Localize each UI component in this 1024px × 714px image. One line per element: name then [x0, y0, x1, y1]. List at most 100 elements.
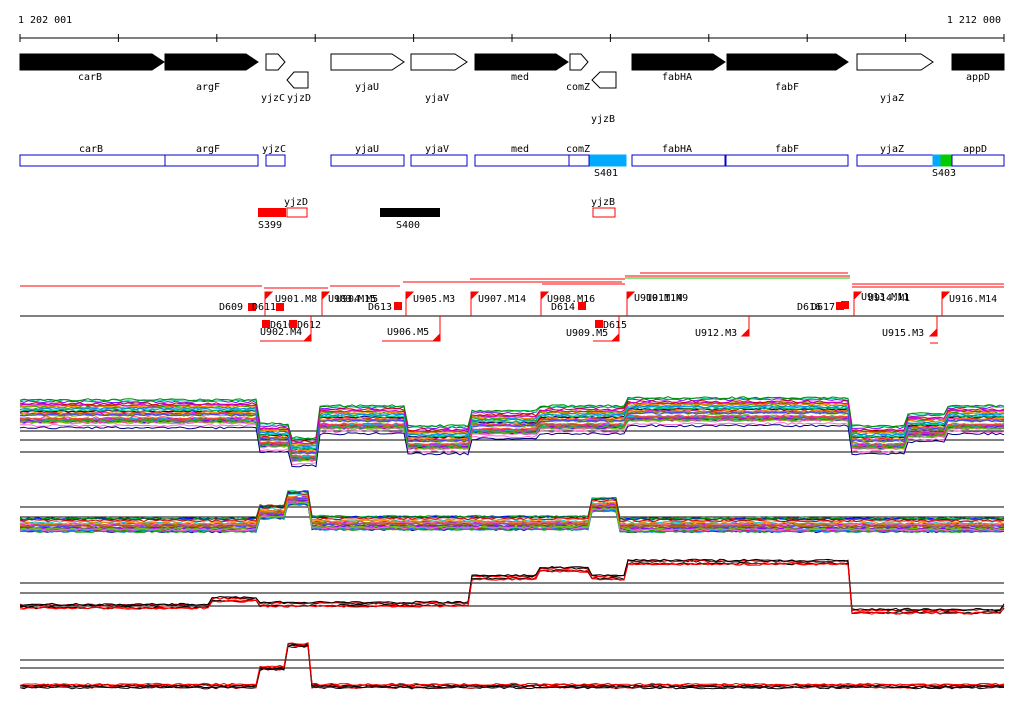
feature-D609-label: D609	[219, 302, 243, 313]
feature-U902-flag[interactable]	[260, 316, 312, 342]
cds-box-carB[interactable]	[19, 154, 166, 167]
segment-S399[interactable]	[258, 208, 286, 217]
feature-D611-mark[interactable]	[276, 303, 284, 311]
feature-D615-label: D615	[603, 320, 627, 331]
gene-med-arrow[interactable]	[474, 53, 569, 71]
feature-U912-label: U912.M3	[695, 328, 737, 339]
gene-appD-label: appD	[966, 72, 990, 83]
feature-U902-label: U902.M4	[260, 327, 302, 338]
feature-U905-flag[interactable]	[405, 291, 415, 316]
feature-U915-flag[interactable]	[928, 316, 938, 344]
minus-yjzD-label: yjzD	[284, 197, 308, 208]
cds-box-comZ[interactable]	[568, 154, 590, 167]
gene-yjzC-arrow[interactable]	[265, 53, 286, 71]
feature-U915-label: U915.M3	[882, 328, 924, 339]
minus-box-yjzB[interactable]	[592, 207, 616, 218]
feature-U913-flag[interactable]	[853, 291, 863, 316]
feature-U916-label: U916.M14	[949, 294, 997, 305]
sigma-mark-S403-b[interactable]	[940, 154, 953, 167]
segment-S400[interactable]	[380, 208, 440, 217]
gene-yjaU-arrow[interactable]	[330, 53, 405, 71]
gene-comZ-arrow[interactable]	[569, 53, 589, 71]
panel2-trace	[19, 494, 1005, 525]
gene-fabHA-label: fabHA	[662, 72, 692, 83]
feature-D612-mark[interactable]	[289, 320, 297, 328]
cds-box-yjzC[interactable]	[265, 154, 286, 167]
panel1-trace	[19, 414, 1005, 458]
sigma-mark-S403-a[interactable]	[932, 154, 942, 167]
panel3-trace	[19, 559, 1005, 612]
feature-U909-flag[interactable]	[593, 316, 620, 342]
feature-D610-mark[interactable]	[262, 320, 270, 328]
gene-fabHA-arrow[interactable]	[631, 53, 726, 71]
feature-U910-flag[interactable]	[626, 291, 636, 316]
panel2-trace	[19, 490, 1005, 521]
feature-U914-label: U914.M1	[868, 293, 910, 304]
cds-box-yjaZ[interactable]	[856, 154, 934, 167]
cds-box-med[interactable]	[474, 154, 570, 167]
feature-U905-label: U905.M3	[413, 294, 455, 305]
gene-appD-arrow[interactable]	[951, 53, 1005, 71]
feature-U903-label: U903.M15	[328, 294, 376, 305]
cds-box-appD[interactable]	[951, 154, 1005, 167]
feature-U906-label: U906.M5	[387, 327, 429, 338]
feature-U910-label: U910.M14	[634, 293, 682, 304]
feature-U907-label: U907.M14	[478, 294, 526, 305]
gene-argF-arrow[interactable]	[164, 53, 259, 71]
panel3-trace	[19, 562, 1005, 615]
panel1-trace	[19, 404, 1005, 449]
cds-carB-label: carB	[79, 144, 103, 155]
segment-track: S399 yjzD S400 yjzB	[258, 197, 616, 231]
feature-U912-flag[interactable]	[740, 316, 750, 337]
feature-U907-flag[interactable]	[470, 291, 480, 316]
panel3-trace	[19, 558, 1005, 611]
gene-comZ-label: comZ	[566, 82, 590, 93]
panel4-trace	[19, 642, 1005, 687]
cds-box-argF[interactable]	[164, 154, 259, 167]
cds-box-yjaV[interactable]	[410, 154, 468, 167]
sigma-S401-label: S401	[594, 168, 618, 179]
feature-D614-mark[interactable]	[578, 302, 586, 310]
feature-U908-label: U908.M16	[547, 294, 595, 305]
feature-D616-label: D616	[797, 302, 821, 313]
feature-U908-flag[interactable]	[540, 291, 550, 316]
feature-U916-flag[interactable]	[941, 291, 951, 316]
minus-box-yjzD[interactable]	[286, 207, 308, 218]
gene-yjzB-arrow[interactable]	[591, 71, 617, 89]
coordinate-ruler: 1 202 001 1 212 000	[18, 15, 1005, 42]
gene-carB-label: carB	[78, 72, 102, 83]
feature-D609-mark[interactable]	[248, 303, 256, 311]
feature-D613-mark[interactable]	[394, 302, 402, 310]
sigma-mark-S401[interactable]	[589, 154, 627, 167]
gene-yjzD-arrow[interactable]	[286, 71, 309, 89]
gene-carB-arrow[interactable]	[19, 53, 165, 71]
cds-box-fabF[interactable]	[725, 154, 849, 167]
cds-yjzC-label: yjzC	[262, 144, 286, 155]
gene-yjaV-arrow[interactable]	[410, 53, 468, 71]
feature-D611-label: D611	[252, 302, 276, 313]
gene-yjaZ-label: yjaZ	[880, 93, 904, 104]
panel1-trace	[19, 415, 1005, 459]
feature-D617-mark[interactable]	[841, 301, 849, 309]
feature-D610-label: D610	[270, 320, 294, 331]
feature-U906-flag[interactable]	[382, 316, 441, 342]
cds-box-fabHA[interactable]	[631, 154, 726, 167]
feature-D613-label: D613	[368, 302, 392, 313]
gene-track: carB argF yjzC yjzD yjaU yjaV med comZ y…	[19, 53, 1005, 125]
feature-U903-flag[interactable]	[321, 291, 331, 316]
gene-fabF-arrow[interactable]	[726, 53, 849, 71]
gene-yjaZ-arrow[interactable]	[856, 53, 934, 71]
feature-U901-flag[interactable]	[264, 291, 274, 316]
cds-box-yjaU[interactable]	[330, 154, 405, 167]
gene-med-label: med	[511, 72, 529, 83]
panel1-trace	[19, 424, 1005, 468]
cds-box-track: carB argF yjzC yjaU yjaV med comZ S401 f…	[19, 144, 1005, 179]
ruler-end-label: 1 212 000	[947, 15, 1001, 26]
feature-U904-label: U904.M5	[336, 294, 378, 305]
sigma-S403-label: S403	[932, 168, 956, 179]
cds-fabHA-label: fabHA	[662, 144, 692, 155]
feature-U913-label: U913.M11	[861, 292, 909, 303]
cds-yjaZ-label: yjaZ	[880, 144, 904, 155]
feature-D615-mark[interactable]	[595, 320, 603, 328]
